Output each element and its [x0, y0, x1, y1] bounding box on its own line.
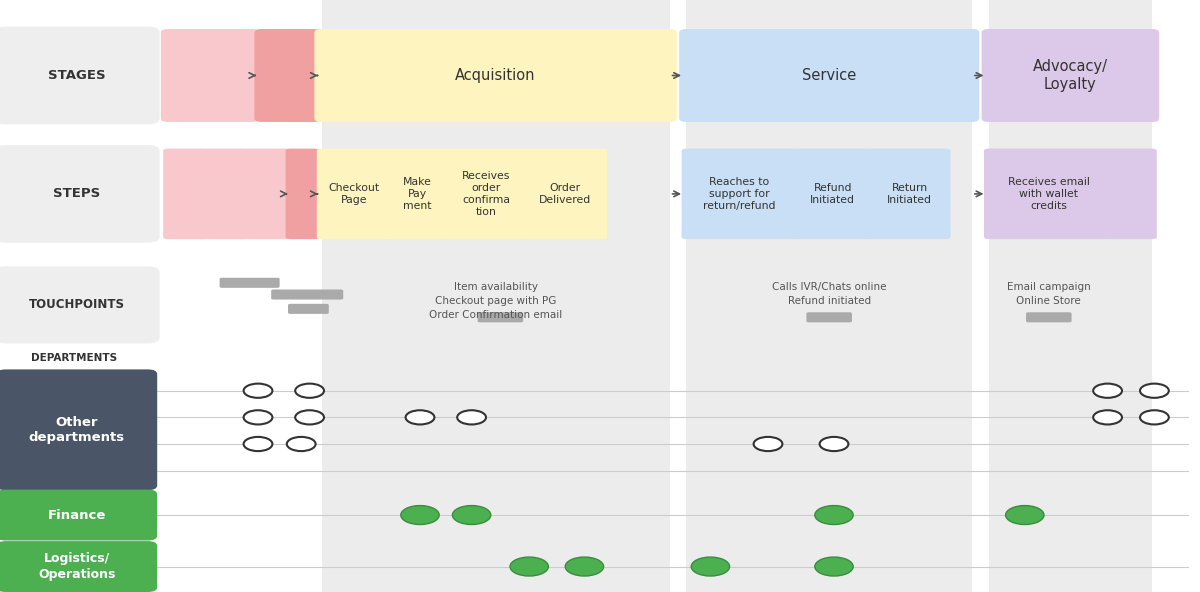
Circle shape: [452, 506, 491, 525]
Circle shape: [815, 506, 853, 525]
FancyBboxPatch shape: [0, 27, 160, 124]
FancyBboxPatch shape: [0, 266, 160, 343]
Text: Email campaign
Online Store: Email campaign Online Store: [1007, 282, 1091, 306]
Text: Receives
order
confirma
tion: Receives order confirma tion: [462, 171, 510, 217]
FancyBboxPatch shape: [0, 145, 160, 243]
FancyBboxPatch shape: [444, 149, 528, 239]
FancyBboxPatch shape: [204, 149, 250, 239]
FancyBboxPatch shape: [982, 29, 1159, 122]
FancyBboxPatch shape: [314, 29, 677, 122]
Text: Item availability
Checkout page with PG
Order Confirmation email: Item availability Checkout page with PG …: [428, 282, 563, 320]
Circle shape: [295, 410, 324, 424]
Bar: [322, 0, 670, 592]
FancyBboxPatch shape: [288, 304, 329, 314]
Circle shape: [1006, 506, 1044, 525]
Text: Other
departments: Other departments: [29, 416, 125, 444]
FancyBboxPatch shape: [317, 149, 391, 239]
Circle shape: [244, 437, 272, 451]
Text: Order
Delivered: Order Delivered: [539, 183, 592, 205]
Text: Advocacy/
Loyalty: Advocacy/ Loyalty: [1033, 59, 1108, 92]
FancyBboxPatch shape: [0, 541, 157, 592]
FancyBboxPatch shape: [679, 29, 979, 122]
Text: Make
Pay
ment: Make Pay ment: [403, 177, 432, 211]
FancyBboxPatch shape: [1026, 312, 1072, 322]
FancyBboxPatch shape: [523, 149, 607, 239]
Circle shape: [457, 410, 486, 424]
Circle shape: [565, 557, 604, 576]
FancyBboxPatch shape: [0, 369, 157, 490]
FancyBboxPatch shape: [254, 29, 322, 122]
FancyBboxPatch shape: [869, 149, 950, 239]
FancyBboxPatch shape: [245, 149, 290, 239]
Circle shape: [287, 437, 316, 451]
Text: Reaches to
support for
return/refund: Reaches to support for return/refund: [703, 177, 775, 211]
Text: STAGES: STAGES: [48, 69, 106, 82]
Circle shape: [406, 410, 434, 424]
Text: Refund
Initiated: Refund Initiated: [810, 183, 856, 205]
Text: DEPARTMENTS: DEPARTMENTS: [31, 353, 118, 363]
Text: TOUCHPOINTS: TOUCHPOINTS: [29, 298, 125, 311]
FancyBboxPatch shape: [682, 149, 797, 239]
Text: Calls IVR/Chats online
Refund initiated: Calls IVR/Chats online Refund initiated: [772, 282, 887, 306]
Circle shape: [510, 557, 548, 576]
FancyBboxPatch shape: [984, 149, 1114, 239]
FancyBboxPatch shape: [220, 278, 280, 288]
Text: Finance: Finance: [48, 509, 106, 522]
Circle shape: [820, 437, 848, 451]
Text: Logistics/
Operations: Logistics/ Operations: [38, 552, 115, 581]
FancyBboxPatch shape: [1109, 149, 1157, 239]
FancyBboxPatch shape: [163, 149, 209, 239]
FancyBboxPatch shape: [386, 149, 449, 239]
Circle shape: [1093, 384, 1122, 398]
Text: Return
Initiated: Return Initiated: [887, 183, 932, 205]
Text: Service: Service: [802, 68, 857, 83]
Text: Acquisition: Acquisition: [455, 68, 536, 83]
Circle shape: [244, 410, 272, 424]
Circle shape: [401, 506, 439, 525]
Circle shape: [754, 437, 782, 451]
FancyBboxPatch shape: [478, 312, 523, 322]
Text: STEPS: STEPS: [53, 188, 101, 200]
Circle shape: [244, 384, 272, 398]
FancyBboxPatch shape: [792, 149, 874, 239]
FancyBboxPatch shape: [286, 149, 319, 239]
Text: Checkout
Page: Checkout Page: [329, 183, 379, 205]
Circle shape: [1140, 384, 1169, 398]
FancyBboxPatch shape: [271, 289, 343, 300]
Circle shape: [691, 557, 730, 576]
Text: Receives email
with wallet
credits: Receives email with wallet credits: [1008, 177, 1090, 211]
Circle shape: [1093, 410, 1122, 424]
FancyBboxPatch shape: [0, 490, 157, 540]
Circle shape: [295, 384, 324, 398]
FancyBboxPatch shape: [806, 312, 852, 322]
FancyBboxPatch shape: [161, 29, 259, 122]
Bar: [989, 0, 1152, 592]
Circle shape: [1140, 410, 1169, 424]
Circle shape: [815, 557, 853, 576]
Bar: [686, 0, 972, 592]
